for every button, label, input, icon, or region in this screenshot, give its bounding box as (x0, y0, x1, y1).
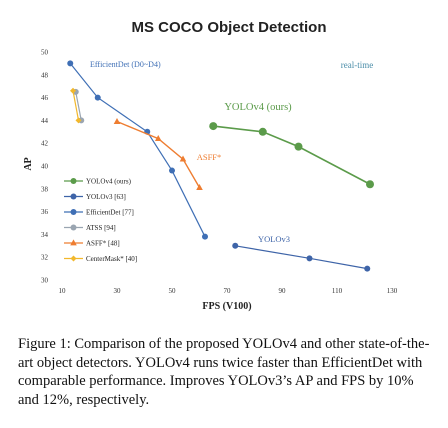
legend-marker (70, 193, 77, 200)
x-tick-label: 130 (387, 287, 398, 295)
legend-label: CenterMask* [40] (86, 255, 137, 263)
legend-label: ASFF* [48] (86, 240, 120, 248)
legend: YOLOv4 (ours) YOLOv3 [63] EfficientDet [77… (64, 178, 137, 263)
y-axis: 30 32 34 36 38 40 42 44 46 48 50 (41, 49, 49, 285)
series-line (213, 125, 371, 185)
series-labels: YOLOv4 (ours) YOLOv3 ASFF* (197, 102, 292, 244)
x-tick-label: 50 (169, 287, 177, 295)
legend-label: ATSS [94] (86, 224, 116, 232)
y-tick-label: 48 (41, 71, 49, 79)
series-label: YOLOv3 (258, 234, 290, 244)
data-point (306, 255, 313, 262)
data-point (94, 94, 101, 101)
series-line (116, 120, 201, 189)
data-point (209, 122, 218, 131)
legend-marker (70, 255, 77, 262)
data-point (169, 167, 175, 174)
series-line (235, 245, 368, 270)
chart-title: MS COCO Object Detection (131, 19, 326, 36)
legend-item: EfficientDet [77] (64, 209, 134, 217)
data-point (196, 184, 203, 191)
data-point (75, 117, 82, 124)
y-tick-label: 34 (41, 231, 49, 239)
legend-marker (70, 209, 77, 215)
data-point (232, 242, 239, 249)
data-point (67, 60, 74, 67)
series-line (75, 91, 82, 121)
y-axis-label: AP (23, 157, 34, 170)
data-point (294, 142, 303, 151)
series-label: ASFF* (197, 152, 222, 162)
y-tick-label: 50 (41, 49, 49, 57)
series-yolov3-63 (232, 242, 371, 272)
legend-marker (70, 178, 77, 184)
chart: MS COCO Object Detection 10 30 50 70 90 110 13… (23, 19, 398, 312)
series-efficientdet-77 (67, 60, 208, 240)
series-asff-48 (113, 117, 203, 191)
legend-marker (70, 239, 77, 246)
data-point (202, 233, 208, 240)
legend-label: EfficientDet [77] (86, 209, 134, 217)
real-time-annotation: real-time (341, 60, 373, 70)
y-tick-label: 36 (41, 208, 49, 216)
y-tick-label: 38 (41, 185, 49, 193)
series-centermask-40 (70, 87, 82, 124)
legend-label: YOLOv3 [63] (86, 193, 126, 201)
x-tick-label: 30 (114, 287, 122, 295)
data-point (366, 180, 374, 189)
y-tick-label: 40 (41, 163, 49, 171)
legend-item: YOLOv4 (ours) (64, 178, 132, 186)
y-tick-label: 32 (41, 254, 49, 262)
plot-area (67, 60, 374, 272)
y-tick-label: 44 (41, 117, 49, 125)
data-point (179, 155, 187, 162)
data-point (70, 87, 76, 94)
legend-item: ASFF* [48] (64, 239, 120, 248)
data-point (258, 127, 267, 136)
x-tick-label: 10 (59, 287, 67, 295)
y-tick-label: 30 (41, 277, 49, 285)
x-tick-label: 90 (279, 287, 287, 295)
figure-caption: Figure 1: Comparison of the proposed YOL… (18, 336, 430, 408)
y-tick-label: 42 (41, 140, 49, 148)
legend-label: YOLOv4 (ours) (86, 178, 132, 186)
legend-item: YOLOv3 [63] (64, 193, 126, 201)
x-tick-label: 110 (332, 287, 343, 295)
legend-item: CenterMask* [40] (64, 255, 137, 263)
y-tick-label: 46 (41, 94, 49, 102)
data-point (113, 117, 121, 124)
x-axis: 10 30 50 70 90 110 130 (59, 287, 398, 295)
x-axis-label: FPS (V100) (202, 301, 251, 312)
series-label: YOLOv4 (ours) (224, 102, 292, 113)
data-point (154, 135, 162, 142)
legend-marker (70, 224, 77, 231)
efficientdet-annotation: EfficientDet (D0~D4) (90, 60, 161, 69)
series-yolov4-ours (209, 122, 374, 189)
x-tick-label: 70 (224, 287, 232, 295)
series-line (72, 90, 80, 121)
legend-item: ATSS [94] (64, 224, 116, 232)
data-point (364, 265, 371, 272)
